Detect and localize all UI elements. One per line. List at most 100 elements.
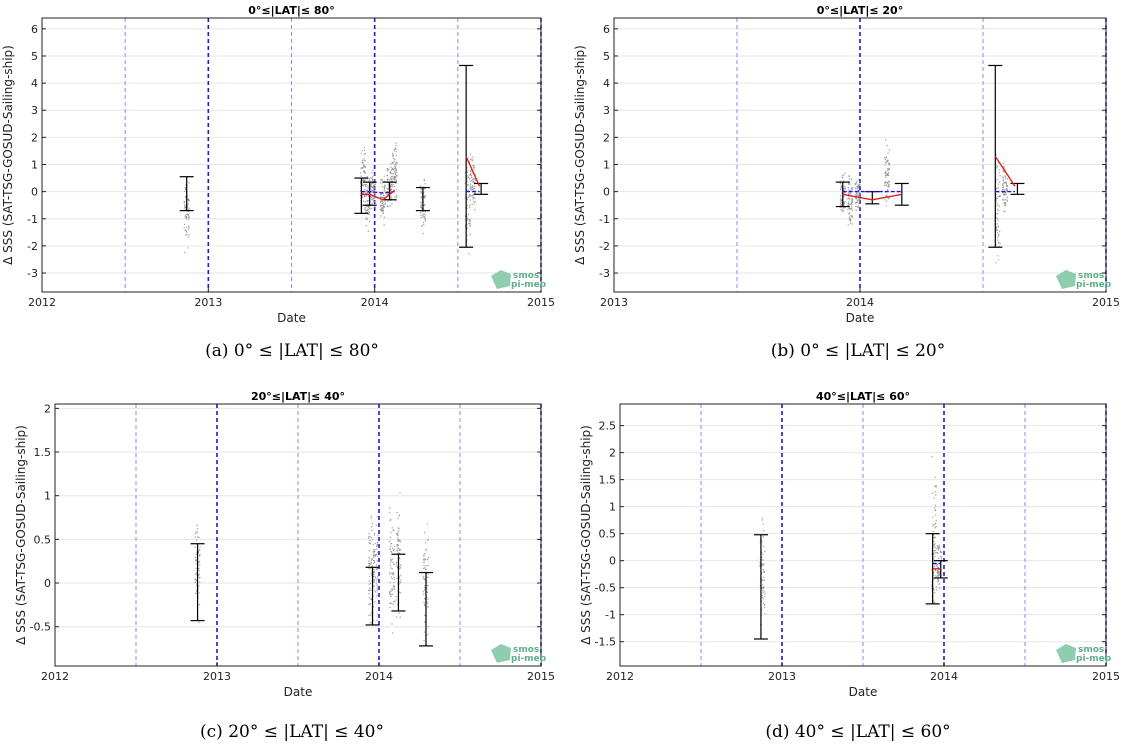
scatter-point [887, 152, 889, 154]
x-axis-label: Date [849, 685, 878, 699]
scatter-point [372, 188, 375, 190]
scatter-point [932, 492, 934, 494]
scatter-point [426, 601, 428, 603]
scatter-point [423, 178, 425, 181]
scatter-point [185, 214, 187, 216]
scatter-point [936, 565, 938, 568]
scatter-point [425, 565, 427, 567]
scatter-point [934, 485, 936, 488]
scatter-point [373, 559, 375, 562]
smos-logo-icon [1056, 270, 1076, 289]
scatter-point [466, 204, 468, 206]
scatter-point [394, 147, 397, 149]
scatter-point [761, 608, 763, 611]
scatter-point [469, 153, 471, 156]
scatter-point [368, 583, 370, 585]
scatter-point [389, 171, 392, 173]
scatter-point [934, 575, 936, 577]
scatter-point [188, 199, 190, 201]
scatter-point [395, 599, 397, 601]
scatter-point [762, 598, 764, 600]
scatter-point [999, 181, 1001, 183]
scatter-point [851, 209, 854, 211]
scatter-point [840, 209, 842, 211]
logo-text-bottom: pi-mep [1076, 654, 1112, 664]
chart-panel-2: -0.5 0 0.5 1 1.5 2 2012 2013 2014 2015 20°≤|LAT|≤ … [14, 390, 555, 742]
scatter-point [365, 185, 367, 187]
scatter-point [383, 224, 385, 226]
scatter-point [198, 585, 200, 587]
scatter-point [936, 548, 938, 550]
scatter-point [392, 162, 394, 164]
mean-line [994, 156, 1016, 187]
scatter-point [188, 226, 190, 229]
scatter-point [932, 525, 934, 527]
scatter-point [762, 523, 765, 525]
scatter-point [995, 262, 997, 264]
scatter-point [367, 208, 370, 211]
scatter-point [376, 579, 378, 581]
scatter-point [1004, 204, 1007, 206]
scatter-point [381, 186, 383, 188]
scatter-point [390, 545, 392, 547]
scatter-point [467, 218, 469, 221]
y-axis-label: Δ SSS (SAT-TSG-GOSUD-Sailing-ship) [1, 45, 15, 265]
subfigure-caption: (c) 20° ≤ |LAT| ≤ 40° [200, 722, 384, 742]
scatter-point [855, 209, 857, 211]
scatter-point [386, 175, 388, 177]
scatter-point [372, 572, 375, 574]
scatter-point [381, 200, 384, 203]
y-tick-label: -1 [605, 609, 616, 622]
scatter-point [474, 197, 476, 199]
scatter-point [886, 144, 888, 147]
y-tick-label: -1 [27, 213, 38, 226]
x-tick-label: 2014 [930, 670, 958, 683]
scatter-point [188, 216, 190, 218]
scatter-point [398, 514, 400, 516]
scatter-point [858, 202, 861, 204]
scatter-point [395, 168, 398, 170]
scatter-point [1006, 183, 1008, 185]
scatter-point [399, 563, 401, 565]
scatter-point [761, 517, 763, 519]
scatter-point [427, 606, 429, 608]
scatter-point [884, 156, 886, 159]
scatter-point [424, 216, 426, 218]
scatter-point [420, 214, 422, 217]
scatter-point [1006, 178, 1009, 180]
scatter-point [373, 561, 376, 564]
scatter-point [396, 577, 398, 579]
scatter-point [473, 168, 475, 171]
scatter-point [183, 201, 186, 203]
scatter-point [425, 548, 428, 550]
scatter-point [469, 185, 471, 187]
scatter-point [389, 571, 391, 574]
scatter-point [195, 590, 198, 592]
scatter-point [398, 576, 401, 579]
scatter-point [362, 183, 364, 185]
scatter-point [186, 231, 188, 233]
scatter-point [423, 578, 426, 580]
scatter-point [380, 193, 382, 195]
scatter-point [391, 568, 394, 570]
scatter-point [762, 559, 764, 561]
scatter-point [467, 169, 469, 172]
scatter-point [997, 213, 999, 215]
scatter-point [886, 168, 889, 170]
scatter-point [372, 556, 375, 559]
scatter-point [935, 589, 938, 591]
scatter-point [367, 213, 370, 215]
logo-text-bottom: pi-mep [511, 280, 547, 290]
scatter-point [423, 554, 425, 556]
scatter-point [996, 165, 998, 167]
scatter-point [935, 526, 937, 528]
scatter-point [468, 222, 470, 225]
scatter-point [376, 569, 378, 571]
scatter-point [395, 561, 398, 563]
scatter-point [397, 547, 399, 549]
scatter-point [374, 601, 376, 603]
scatter-point [396, 175, 398, 177]
scatter-point [368, 580, 371, 582]
scatter-point [187, 203, 189, 205]
scatter-point [424, 183, 426, 185]
